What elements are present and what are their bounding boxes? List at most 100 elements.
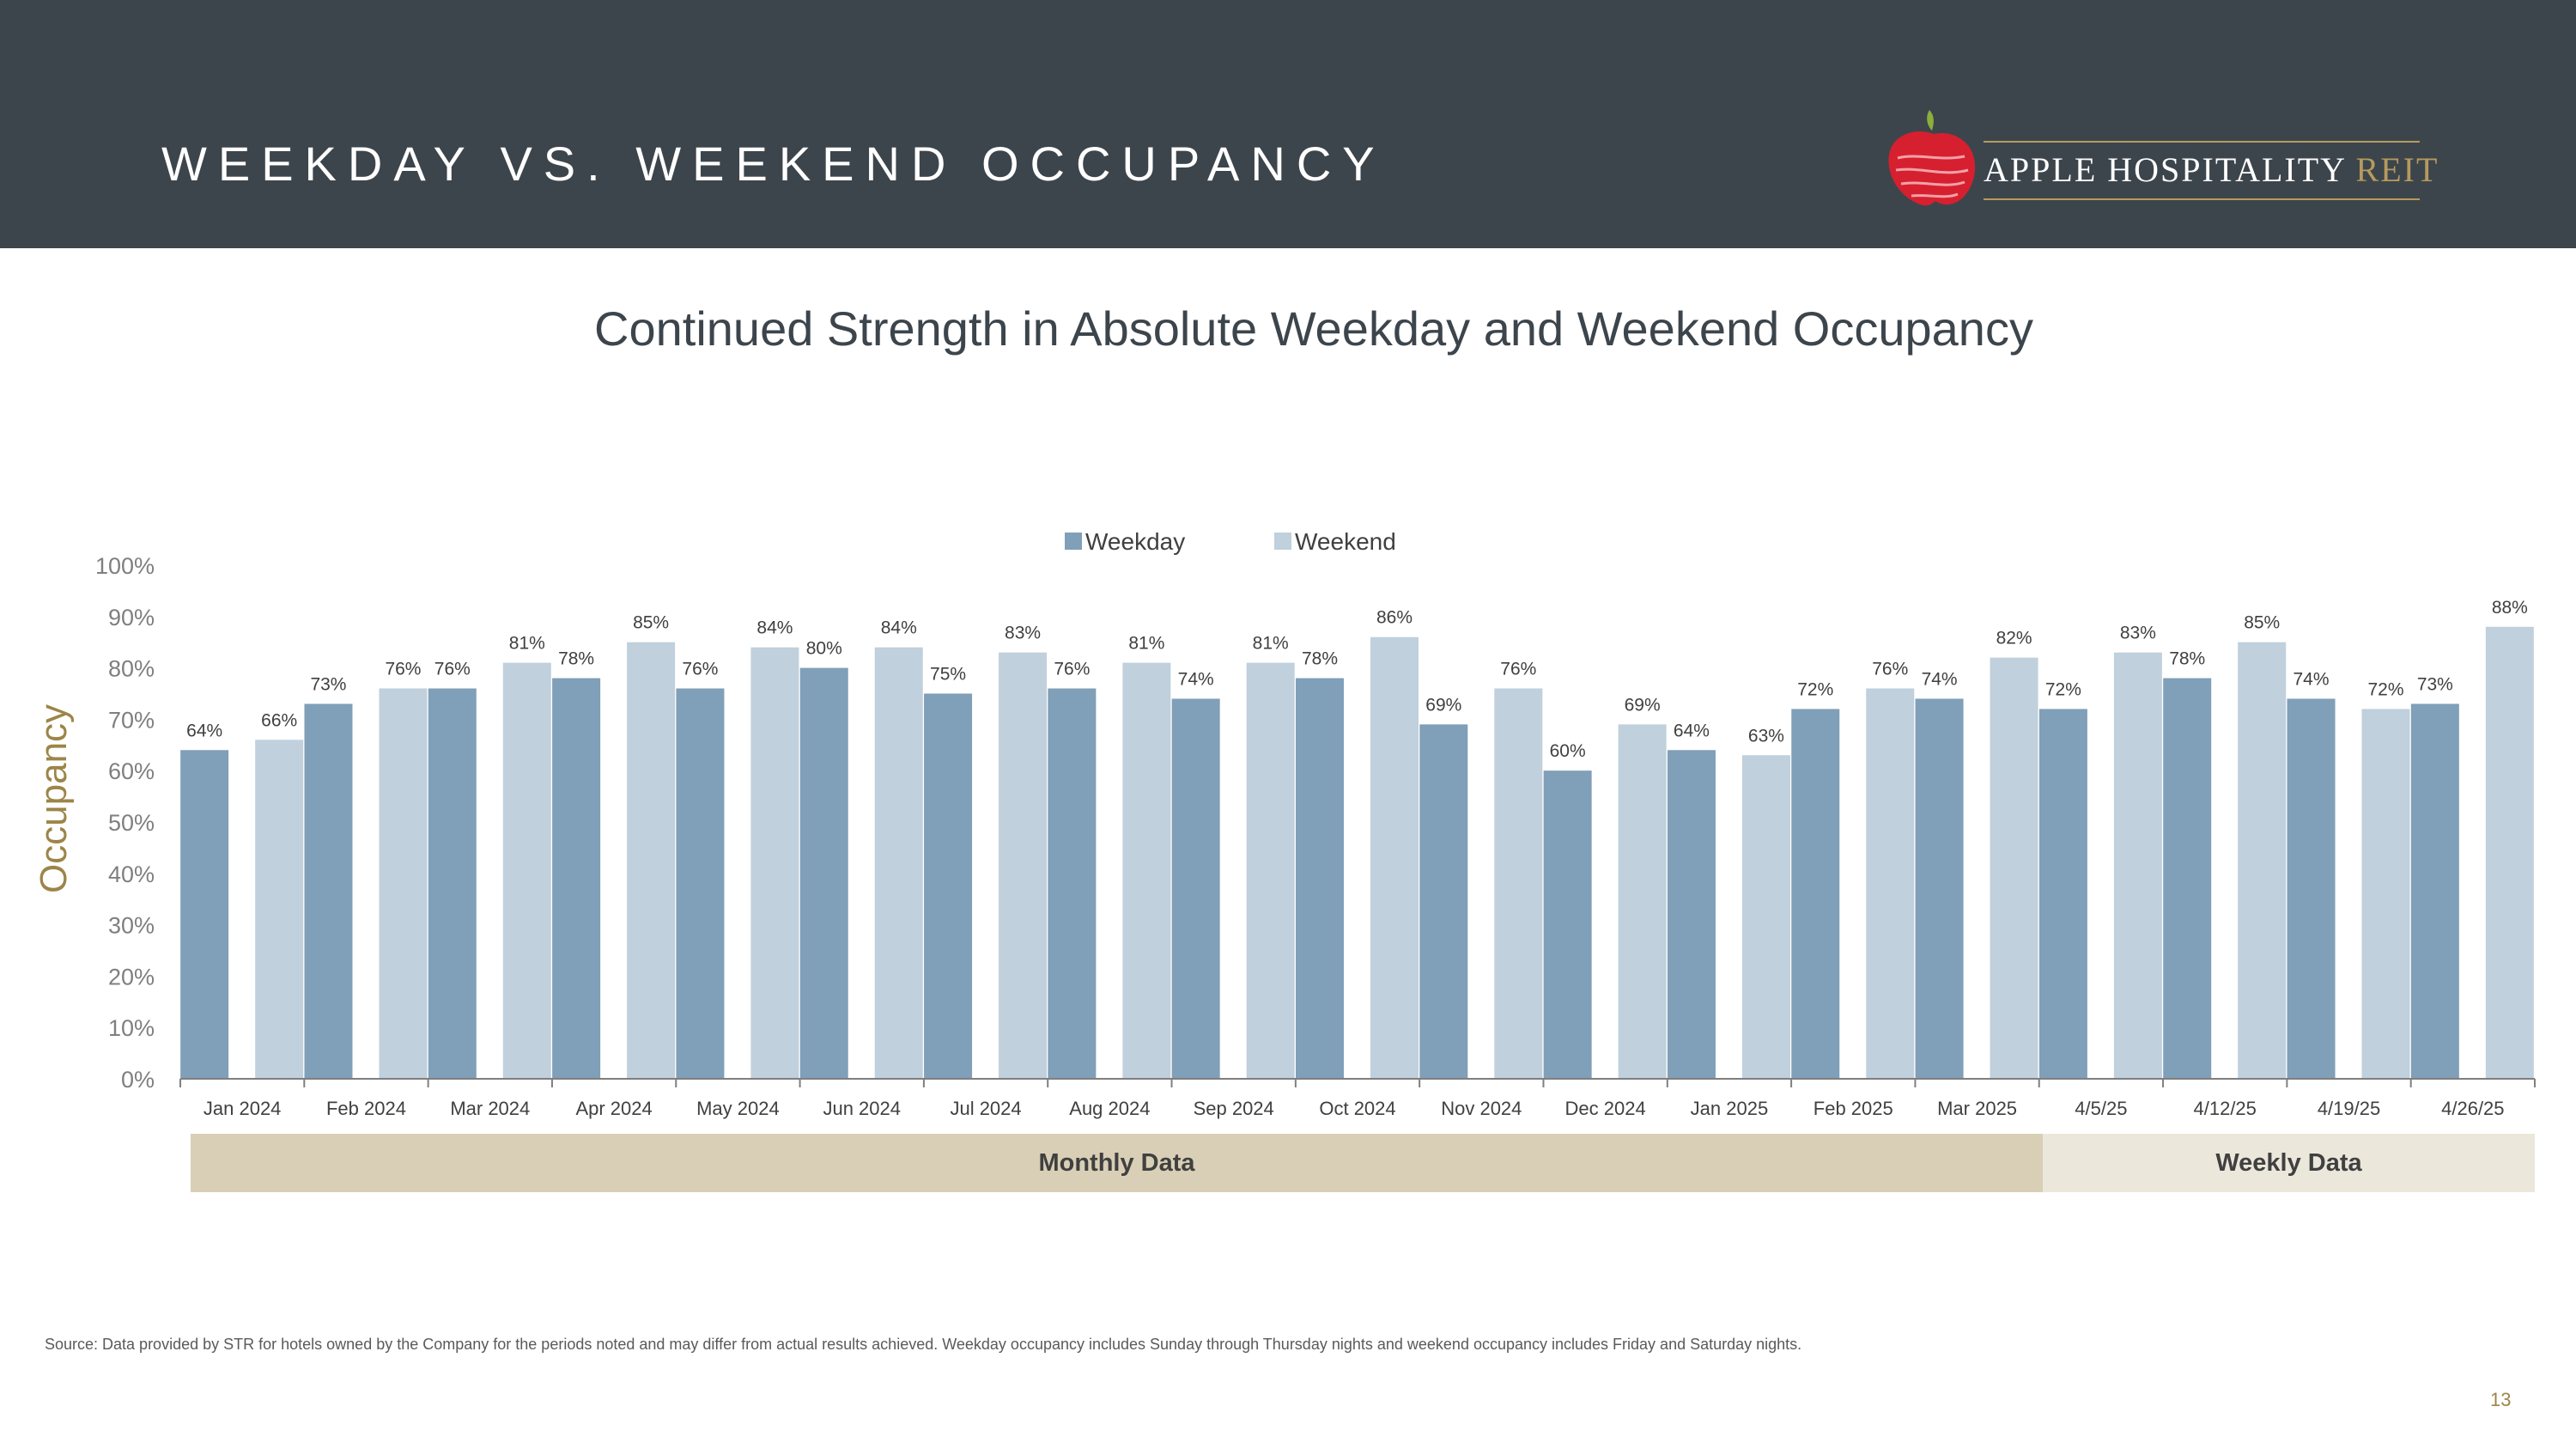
y-tick-label: 60% (108, 758, 155, 784)
data-label-weekday: 74% (1178, 669, 1214, 689)
x-tick-label: May 2024 (696, 1098, 780, 1119)
apple-logo-icon (1888, 110, 1976, 206)
data-label-weekend: 81% (1253, 634, 1289, 654)
x-tick-label: 4/12/25 (2194, 1098, 2257, 1119)
data-label-weekend: 85% (2244, 613, 2280, 633)
data-label-weekday: 76% (434, 660, 471, 679)
logo-rule-top (1984, 141, 2420, 143)
source-note: Source: Data provided by STR for hotels … (45, 1336, 1802, 1353)
weekly-data-band: Weekly Data (2043, 1134, 2535, 1192)
y-tick-label: 0% (121, 1067, 155, 1093)
x-tick-label: 4/26/25 (2441, 1098, 2504, 1119)
bar-weekend (2485, 626, 2534, 1079)
bar-weekday (552, 678, 601, 1079)
data-label-weekend: 76% (1500, 660, 1536, 679)
x-tick-label: Mar 2024 (450, 1098, 530, 1119)
data-label-weekend: 84% (881, 618, 917, 638)
x-tick-label: Sep 2024 (1194, 1098, 1274, 1119)
bar-weekend (1370, 636, 1419, 1079)
legend-label-weekday: Weekday (1085, 528, 1185, 555)
y-tick-label: 80% (108, 656, 155, 682)
bar-weekday (1171, 698, 1220, 1079)
data-label-weekday: 74% (1922, 669, 1958, 689)
data-label-weekend: 81% (509, 634, 545, 654)
data-label-weekday: 78% (2169, 649, 2205, 669)
x-tick-label: Dec 2024 (1565, 1098, 1646, 1119)
bar-weekday (304, 703, 353, 1079)
bar-weekday (180, 750, 229, 1079)
bar-weekday (799, 667, 848, 1079)
bar-weekend (1494, 688, 1543, 1079)
bar-weekend (999, 652, 1048, 1079)
data-label-weekday: 78% (558, 649, 594, 669)
legend-swatch-weekday (1065, 533, 1082, 550)
bar-weekend (255, 740, 304, 1079)
y-tick-label: 70% (108, 707, 155, 733)
bar-weekend (627, 642, 676, 1079)
y-tick-label: 30% (108, 913, 155, 939)
data-label-weekday: 73% (2417, 674, 2453, 694)
bar-weekend (1618, 724, 1667, 1079)
x-tick-label: Jun 2024 (823, 1098, 901, 1119)
bar-weekend (2238, 642, 2287, 1079)
bar-weekday (2163, 678, 2212, 1079)
occupancy-bar-chart: 0% 10% 20% 30% 40% 50% 60% 70% 80% 90% 100% 64% 66% J… (95, 528, 2536, 1119)
bar-weekend (1741, 755, 1790, 1079)
data-label-weekday: 69% (1425, 695, 1461, 715)
data-label-weekend: 76% (1872, 660, 1908, 679)
bar-weekday (1667, 750, 1716, 1079)
data-label-weekday: 76% (1054, 660, 1090, 679)
bar-weekend (2113, 652, 2162, 1079)
bar-weekday (2287, 698, 2336, 1079)
bar-weekday (1296, 678, 1344, 1079)
data-label-weekend: 82% (1996, 629, 2032, 648)
y-tick-label: 50% (108, 810, 155, 836)
data-label-weekend: 88% (2492, 598, 2528, 618)
monthly-data-label: Monthly Data (1038, 1148, 1195, 1177)
x-tick-label: Jan 2025 (1691, 1098, 1769, 1119)
page-number: 13 (2490, 1389, 2512, 1410)
bar-weekday (2410, 703, 2459, 1079)
bar-weekend (2361, 709, 2410, 1079)
monthly-data-band: Monthly Data (191, 1134, 2043, 1192)
y-tick-label: 40% (108, 861, 155, 887)
x-tick-label: Mar 2025 (1937, 1098, 2017, 1119)
y-tick-label: 100% (95, 553, 155, 579)
chart-title: Continued Strength in Absolute Weekday a… (594, 301, 2033, 356)
data-label-weekday: 64% (1674, 721, 1710, 740)
x-tick-label: Jan 2024 (204, 1098, 282, 1119)
legend-label-weekend: Weekend (1295, 528, 1396, 555)
logo-reit: REIT (2355, 150, 2439, 189)
legend-swatch-weekend (1274, 533, 1291, 550)
y-tick-label: 90% (108, 605, 155, 630)
data-label-weekday: 76% (682, 660, 718, 679)
data-label-weekend: 83% (1005, 624, 1041, 643)
bar-weekend (1246, 662, 1295, 1079)
weekly-data-label: Weekly Data (2215, 1148, 2362, 1177)
x-tick-label: Jul 2024 (950, 1098, 1021, 1119)
x-tick-label: Aug 2024 (1069, 1098, 1150, 1119)
logo-name: APPLE HOSPITALITY (1984, 150, 2346, 189)
x-tick-label: Nov 2024 (1441, 1098, 1522, 1119)
data-label-weekday: 60% (1550, 741, 1586, 761)
y-tick-label: 20% (108, 964, 155, 989)
data-label-weekday: 78% (1302, 649, 1338, 669)
bar-weekday (1791, 709, 1840, 1079)
x-tick-label: 4/5/25 (2075, 1098, 2127, 1119)
header-bar: WEEKDAY VS. WEEKEND OCCUPANCY (0, 0, 2576, 248)
bar-weekday (1419, 724, 1468, 1079)
bar-weekday (676, 688, 725, 1079)
data-label-weekday: 64% (186, 721, 222, 740)
data-label-weekday: 73% (310, 674, 346, 694)
data-label-weekday: 72% (2045, 679, 2081, 699)
bar-weekend (1990, 657, 2038, 1079)
bar-weekday (924, 693, 973, 1079)
y-tick-label: 10% (108, 1015, 155, 1041)
data-label-weekday: 80% (806, 639, 842, 659)
data-label-weekend: 81% (1128, 634, 1164, 654)
data-label-weekend: 66% (261, 710, 297, 730)
x-tick-label: Feb 2025 (1814, 1098, 1893, 1119)
x-tick-label: 4/19/25 (2318, 1098, 2380, 1119)
x-tick-label: Apr 2024 (575, 1098, 652, 1119)
data-label-weekday: 74% (2293, 669, 2330, 689)
